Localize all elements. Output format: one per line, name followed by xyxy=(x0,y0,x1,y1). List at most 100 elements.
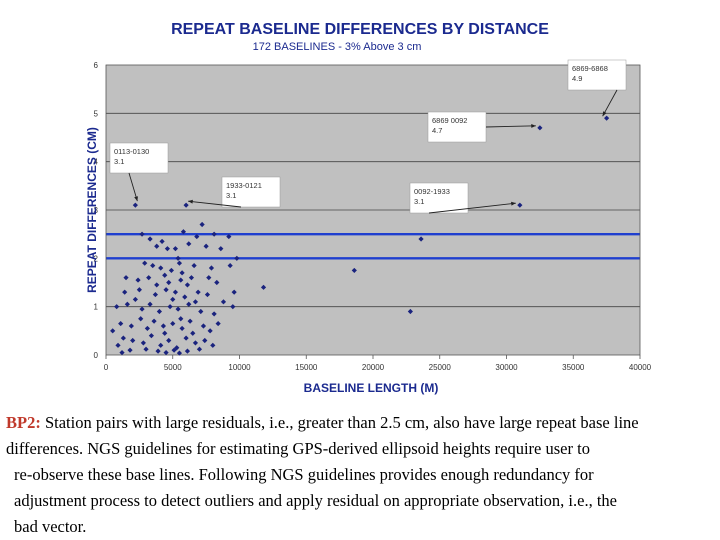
x-tick-label: 35000 xyxy=(562,363,585,372)
annotation-box xyxy=(427,111,487,143)
data-point xyxy=(170,320,176,327)
data-point xyxy=(214,279,220,286)
data-point xyxy=(166,279,172,286)
caption-line-5: bad vector. xyxy=(14,517,87,536)
annotation-arrowhead xyxy=(531,123,536,128)
y-tick-label: 0 xyxy=(94,351,99,360)
annotation-text: 3.1 xyxy=(414,197,424,206)
data-point xyxy=(171,347,177,353)
data-point xyxy=(517,202,523,208)
x-tick-label: 15000 xyxy=(295,363,318,372)
annotation-text: 4.9 xyxy=(572,74,582,83)
caption-line-2: differences. NGS guidelines for estimati… xyxy=(6,439,590,458)
data-point xyxy=(143,346,149,352)
data-point xyxy=(163,287,169,293)
caption-line-1: BP2: Station pairs with large residuals,… xyxy=(6,410,714,436)
data-point xyxy=(200,323,207,329)
data-point xyxy=(152,291,158,298)
annotation-box xyxy=(567,59,627,91)
data-point xyxy=(120,335,126,341)
x-tick-label: 10000 xyxy=(228,363,251,372)
data-point xyxy=(226,233,232,240)
data-point xyxy=(183,335,189,341)
data-point xyxy=(119,349,125,356)
annotation-arrow xyxy=(485,125,536,128)
x-tick-label: 25000 xyxy=(429,363,452,372)
data-point xyxy=(202,337,208,344)
data-point xyxy=(154,243,160,249)
annotation-arrow xyxy=(188,200,242,208)
data-point xyxy=(204,291,211,298)
data-point xyxy=(139,231,145,237)
data-point xyxy=(114,304,120,310)
data-point xyxy=(144,325,150,332)
data-point xyxy=(180,229,187,235)
data-point xyxy=(537,125,543,131)
data-point xyxy=(187,318,193,324)
data-point xyxy=(230,304,236,310)
data-point xyxy=(172,289,179,295)
data-point xyxy=(184,348,191,354)
data-point xyxy=(220,299,227,305)
data-point xyxy=(351,267,357,274)
data-point xyxy=(140,340,146,346)
data-point xyxy=(163,349,169,356)
annotation-text: 1933-0121 xyxy=(226,181,262,190)
data-point xyxy=(127,347,133,353)
annotation-text: 3.1 xyxy=(226,191,236,200)
caption-label: BP2: xyxy=(6,413,41,432)
data-point xyxy=(122,289,128,295)
data-point xyxy=(196,346,203,352)
data-point xyxy=(110,328,116,334)
data-point xyxy=(188,275,195,281)
annotation-arrowhead xyxy=(511,201,516,206)
data-point xyxy=(191,262,197,269)
data-point xyxy=(203,243,209,249)
x-tick-label: 30000 xyxy=(495,363,518,372)
annotation-text: 6869-6868 xyxy=(572,64,608,73)
data-point xyxy=(210,342,216,348)
data-point xyxy=(151,318,157,324)
data-point xyxy=(160,323,167,329)
annotation-text: 3.1 xyxy=(114,157,124,166)
y-tick-label: 2 xyxy=(94,254,99,263)
data-point xyxy=(166,337,172,344)
caption-line-4: adjustment process to detect outliers an… xyxy=(14,491,617,510)
data-point xyxy=(192,299,199,305)
data-point xyxy=(418,236,424,242)
data-point xyxy=(164,246,171,252)
data-point xyxy=(142,260,148,266)
data-point xyxy=(159,238,165,245)
annotation-arrow xyxy=(428,202,516,214)
data-point xyxy=(178,277,184,283)
data-point xyxy=(175,255,181,261)
data-point xyxy=(190,330,196,336)
annotation-box xyxy=(109,142,169,174)
y-tick-label: 3 xyxy=(94,206,99,215)
annotation-arrowhead xyxy=(602,111,607,117)
y-axis-label: REPEAT DIFFERENCES (CM) xyxy=(85,127,99,293)
data-point xyxy=(199,221,205,228)
data-point xyxy=(176,260,183,266)
annotation-text: 4.7 xyxy=(432,126,442,135)
data-point xyxy=(136,287,142,293)
reference-lines xyxy=(106,232,640,260)
annotation-text: 0113-0130 xyxy=(114,147,149,156)
data-point xyxy=(156,308,162,315)
caption-line-3: re-observe these base lines. Following N… xyxy=(14,465,594,484)
data-point xyxy=(208,265,215,271)
data-point xyxy=(186,241,192,247)
data-point xyxy=(231,289,237,295)
annotation-box xyxy=(221,176,281,208)
data-point xyxy=(135,277,141,283)
annotation-arrowhead xyxy=(134,196,138,202)
x-axis-label: BASELINE LENGTH (M) xyxy=(304,381,439,395)
data-point xyxy=(175,306,181,312)
data-point xyxy=(138,316,144,322)
annotation-arrow xyxy=(602,89,618,117)
data-point xyxy=(211,311,217,317)
data-point xyxy=(184,282,191,288)
